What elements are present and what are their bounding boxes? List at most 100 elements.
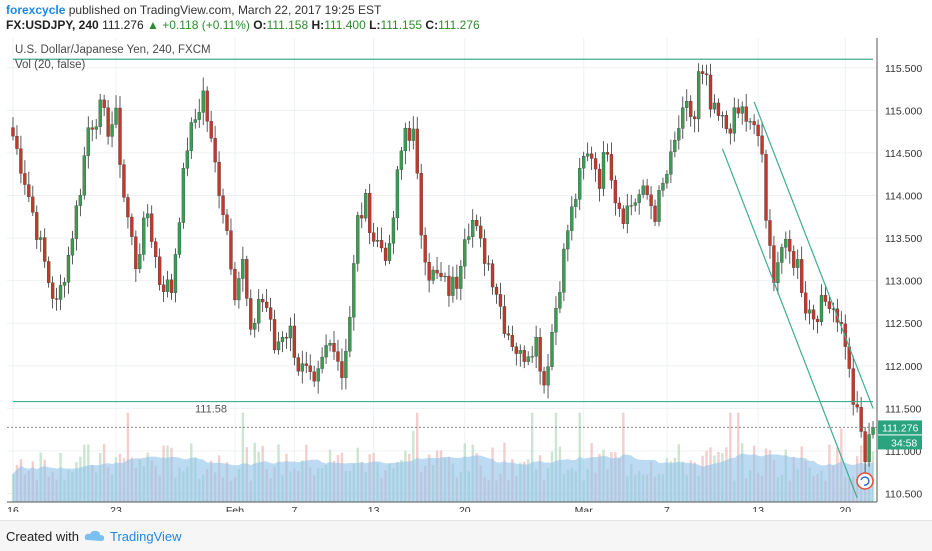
candle-body	[352, 263, 356, 318]
series-legend: U.S. Dollar/Japanese Yen, 240, FXCM	[15, 44, 211, 56]
candle	[368, 183, 372, 245]
candle	[181, 162, 186, 229]
candle-body	[39, 237, 43, 240]
candle	[629, 194, 633, 216]
candle	[752, 114, 756, 135]
author-link[interactable]: forexcycle	[6, 3, 66, 17]
candle-body	[696, 71, 701, 120]
candle	[304, 351, 308, 374]
candle	[348, 305, 352, 358]
candle	[574, 193, 578, 219]
candle	[522, 345, 526, 369]
tradingview-brand[interactable]: TradingView	[110, 529, 182, 544]
candle-body	[375, 240, 380, 242]
candle-body	[467, 236, 471, 240]
snapshot-icon[interactable]	[856, 472, 874, 490]
y-tick-label: 112.000	[885, 361, 922, 373]
candle	[122, 159, 126, 203]
candle-body	[356, 215, 360, 264]
candle-body	[522, 350, 526, 362]
candle-body	[134, 236, 138, 269]
candle	[272, 309, 277, 354]
candle-body	[439, 272, 443, 277]
trend-line	[721, 148, 858, 498]
candle	[336, 339, 340, 371]
candle-body	[641, 185, 645, 195]
x-tick-label: 7	[664, 505, 670, 512]
candle	[700, 64, 705, 85]
candle-body	[19, 148, 23, 174]
candle	[506, 325, 511, 341]
candle-body	[328, 343, 332, 346]
last-price-tag-text: 111.276	[882, 422, 919, 434]
candle	[217, 151, 221, 209]
candle	[27, 171, 31, 203]
created-with-text: Created with	[6, 529, 79, 544]
candle	[677, 115, 681, 150]
candle-body	[700, 71, 705, 74]
volume-legend: Vol (20, false)	[15, 59, 85, 71]
candle	[419, 163, 423, 249]
candle	[796, 249, 800, 279]
high-value: 111.400	[324, 18, 366, 32]
y-tick-label: 114.000	[885, 191, 922, 203]
candle-body	[78, 194, 83, 206]
horizontal-line-label: 111.58	[195, 404, 227, 416]
candle-body	[502, 306, 507, 334]
candle	[471, 209, 475, 248]
candle	[340, 348, 344, 390]
candle	[597, 163, 602, 202]
close-value: 111.276	[438, 18, 480, 32]
candle-body	[451, 276, 455, 296]
candle-body	[181, 168, 186, 223]
candle	[645, 178, 649, 200]
candle	[708, 63, 713, 118]
candle	[863, 426, 867, 473]
candle	[360, 202, 364, 229]
candle-body	[681, 107, 685, 129]
candle	[637, 189, 641, 215]
candle	[197, 98, 201, 128]
candle-body	[371, 232, 376, 242]
candle-body	[851, 368, 855, 405]
candle	[669, 139, 673, 184]
candle-body	[403, 127, 408, 152]
candle	[589, 146, 594, 170]
candle-body	[542, 371, 546, 386]
candle-body	[823, 295, 828, 302]
candle	[106, 100, 110, 145]
candle	[276, 332, 281, 355]
candle-body	[609, 154, 614, 181]
candle-body	[213, 138, 217, 163]
candle-body	[803, 292, 808, 314]
candle-body	[177, 222, 182, 255]
candle-body	[871, 427, 875, 435]
candle	[233, 262, 237, 306]
low-label: L:	[369, 18, 381, 32]
candle	[391, 210, 396, 254]
volume-bar	[729, 412, 732, 502]
x-tick-label: 20	[839, 505, 851, 512]
candle-body	[90, 127, 94, 130]
candle	[146, 204, 150, 227]
candle-body	[241, 259, 245, 279]
candle	[78, 188, 83, 217]
candle	[681, 96, 685, 139]
candle	[86, 116, 90, 169]
volume-bar	[241, 412, 245, 502]
candle	[586, 142, 590, 162]
high-label: H:	[311, 18, 325, 32]
candle-body	[23, 173, 27, 185]
candle-body	[478, 225, 483, 239]
candle	[720, 111, 725, 129]
candle-body	[54, 298, 59, 300]
candle-body	[15, 135, 19, 149]
candle	[177, 217, 182, 259]
candle-body	[169, 279, 174, 293]
candle	[455, 264, 459, 300]
candle	[157, 248, 162, 291]
candle-body	[498, 294, 503, 307]
candle-body	[106, 107, 110, 137]
candle	[776, 251, 780, 295]
price-chart[interactable]: 115.500 115.000 114.500 114.000 113.500 113.0…	[7, 38, 923, 517]
